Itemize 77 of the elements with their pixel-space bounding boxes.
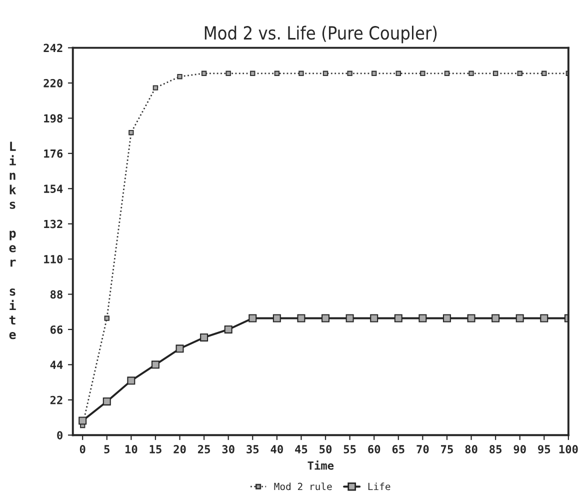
y-tick-label: 110 [44, 255, 62, 264]
x-tick-label: 70 [416, 445, 429, 454]
point [176, 344, 184, 353]
point [468, 70, 474, 76]
point [104, 316, 110, 321]
x-tick-label: 20 [174, 445, 186, 454]
point [200, 333, 208, 342]
x-tick-label: 40 [270, 445, 283, 454]
x-tick-label: 0 [80, 445, 86, 454]
point [248, 314, 257, 322]
point [127, 376, 136, 385]
point [394, 314, 402, 322]
y-tick-label: 220 [44, 78, 62, 88]
point [297, 314, 306, 322]
y-tick-label: 198 [44, 114, 62, 123]
y-tick-label: 154 [44, 184, 63, 194]
x-tick-label: 50 [320, 445, 332, 454]
point [371, 70, 377, 76]
point [370, 314, 378, 322]
chart-title: Mod 2 vs. Life (Pure Coupler) [204, 26, 437, 44]
x-tick-label: 60 [368, 445, 380, 454]
point [492, 314, 500, 322]
y-tick-label: 88 [50, 290, 62, 299]
y-tick-label: 132 [44, 220, 62, 228]
x-tick-label: 45 [295, 445, 308, 454]
point [492, 70, 498, 76]
x-tick-label: 55 [344, 445, 356, 454]
point [420, 70, 426, 76]
x-tick-label: 10 [126, 445, 138, 454]
x-tick-label: 100 [559, 445, 578, 454]
x-tick-label: 35 [246, 445, 259, 454]
legend-label: Mod 2 rule [274, 482, 332, 490]
y-tick-label: 242 [44, 44, 62, 52]
x-tick-label: 95 [538, 445, 550, 454]
x-tick-label: 30 [222, 445, 234, 454]
x-tick-label: 25 [198, 445, 210, 454]
point [467, 314, 476, 322]
point [322, 70, 328, 76]
x-tick-label: 80 [465, 445, 478, 454]
point [250, 70, 256, 76]
point [151, 360, 160, 369]
point [274, 70, 280, 76]
point [152, 85, 158, 90]
y-tick-label: 176 [44, 149, 63, 158]
point [102, 397, 111, 406]
y-tick-label: 66 [50, 325, 63, 334]
legend-label: Life [368, 482, 390, 490]
point [224, 325, 232, 334]
point [298, 70, 304, 76]
x-tick-label: 15 [150, 445, 162, 454]
point [322, 314, 330, 322]
point [201, 70, 207, 76]
x-tick-label: 75 [441, 445, 453, 454]
point [177, 74, 182, 80]
point [346, 314, 354, 322]
point [444, 70, 450, 76]
point [226, 70, 231, 76]
point [542, 70, 547, 76]
x-tick-label: 5 [104, 445, 110, 454]
text: Links per site [9, 142, 16, 340]
y-tick-label: 44 [50, 360, 63, 369]
x-tick-label: 65 [392, 445, 404, 454]
x-tick-label: 85 [490, 445, 502, 454]
x-tick-label: 90 [514, 445, 526, 454]
x-axis-title: Time [308, 460, 334, 470]
point [128, 130, 134, 136]
point [396, 70, 401, 76]
point [347, 70, 352, 76]
point [540, 314, 548, 322]
point [442, 314, 451, 322]
point [272, 314, 281, 322]
point [517, 70, 522, 76]
y-tick-label: 22 [50, 396, 62, 404]
point [78, 416, 87, 425]
y-tick-label: 0 [57, 431, 62, 440]
point [418, 314, 427, 322]
point [516, 314, 524, 322]
